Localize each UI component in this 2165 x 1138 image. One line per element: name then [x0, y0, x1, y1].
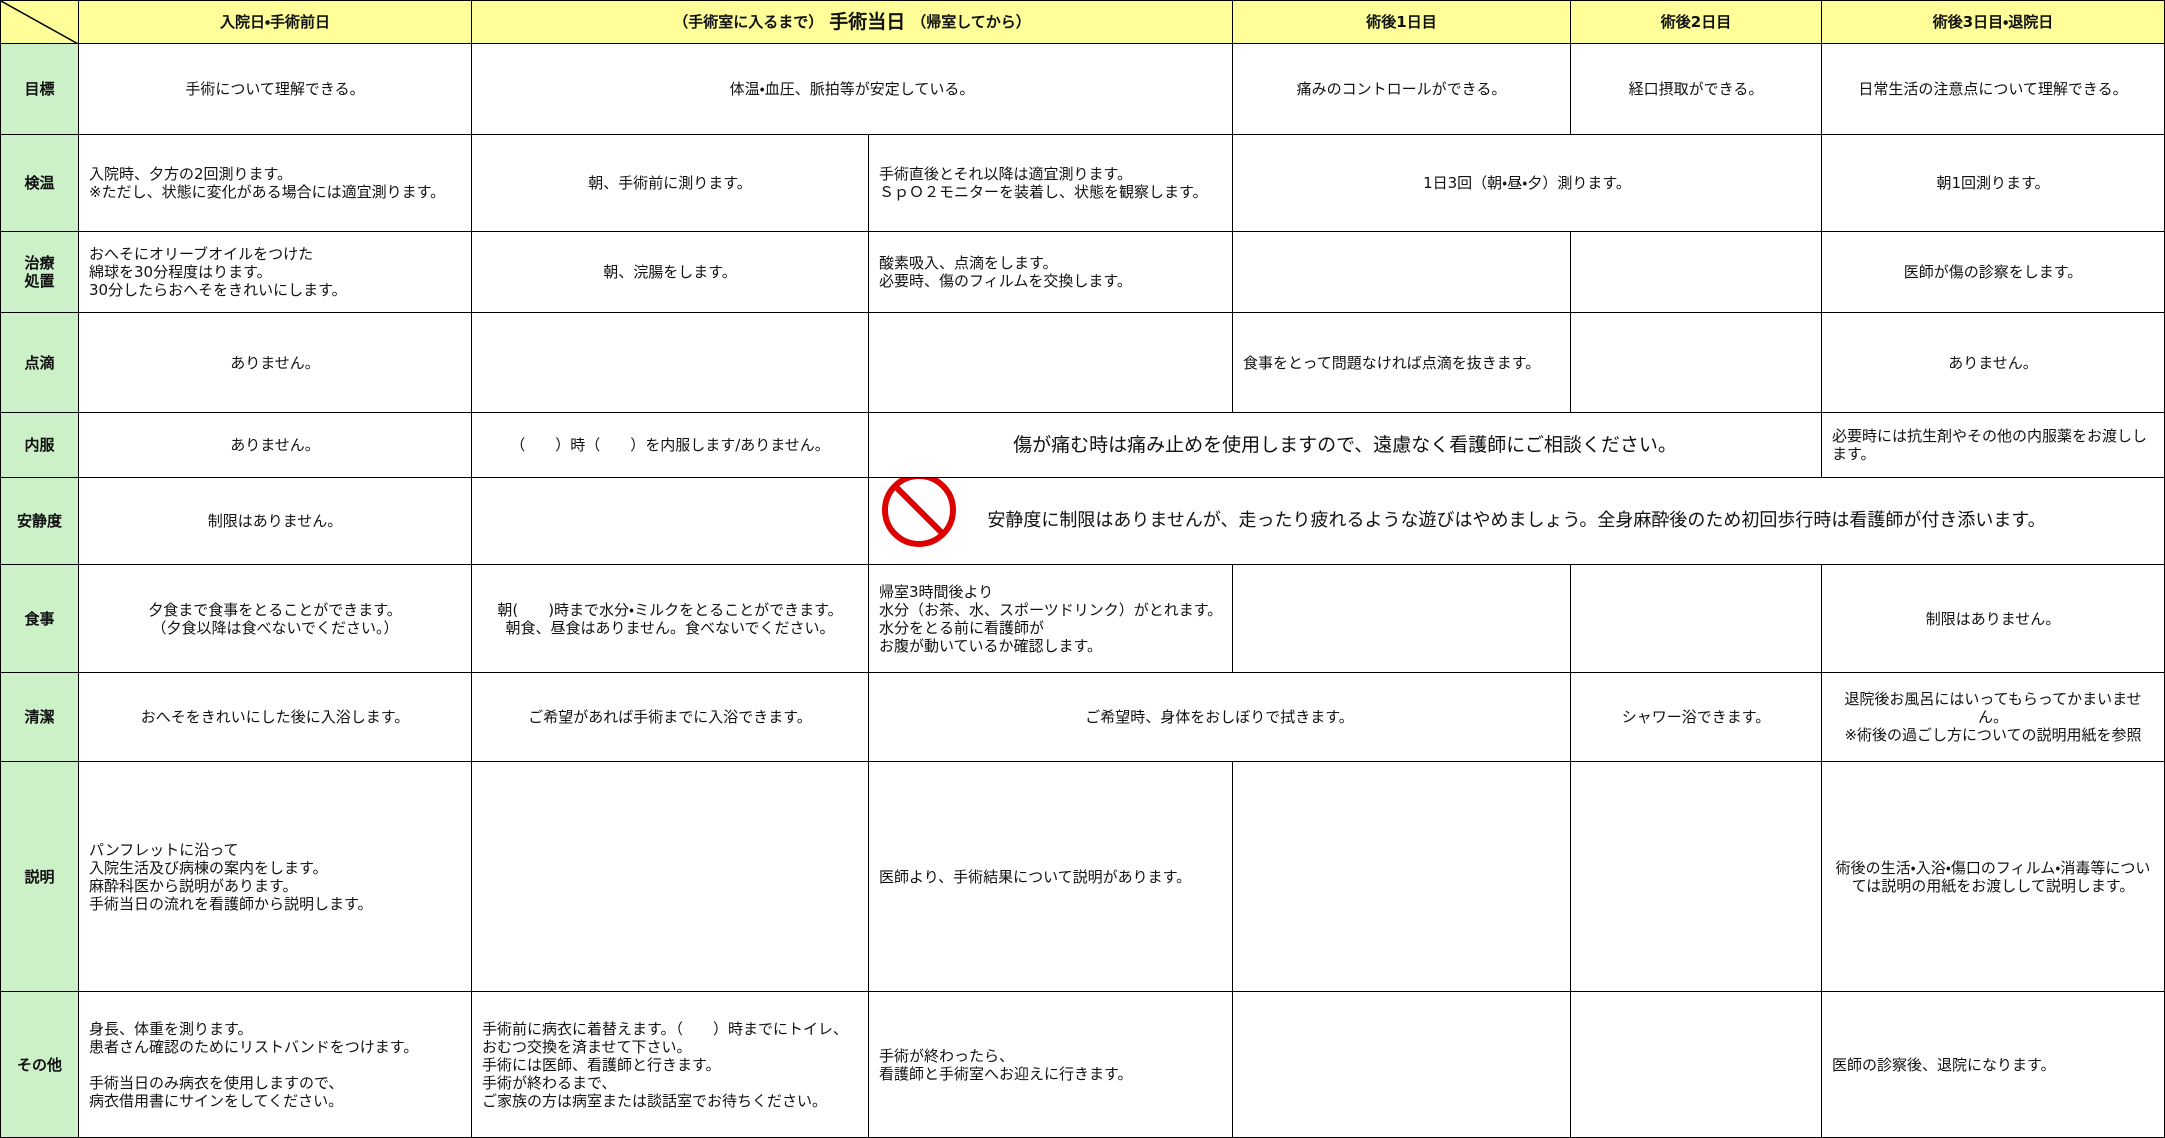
header-cell: （手術室に入るまで） 手術当日 （帰室してから）: [472, 0, 1233, 44]
empty-cell: [1233, 762, 1571, 992]
row-label: 安静度: [0, 478, 79, 565]
cell-text: 身長、体重を測ります。 患者さん確認のためにリストバンドをつけます。 手術当日の…: [79, 992, 472, 1138]
empty-cell: [1233, 565, 1571, 673]
cell-text: おへそにオリーブオイルをつけた 綿球を30分程度はります。 30分したらおへそを…: [79, 232, 472, 313]
cell-text: ありません。: [79, 313, 472, 413]
empty-cell: [1571, 313, 1822, 413]
cell-text: ご希望時、身体をおしぼりで拭きます。: [869, 673, 1571, 762]
cell-text: 経口摂取ができる。: [1571, 44, 1822, 135]
header-cell: 入院日・手術前日: [79, 0, 472, 44]
empty-cell: [1233, 992, 1571, 1138]
cell-text: 医師の診察後、退院になります。: [1822, 992, 2165, 1138]
cell-text: 朝、手術前に測ります。: [472, 135, 869, 232]
cell-text: ありません。: [79, 413, 472, 478]
cell-text: （ ）時（ ）を内服します/ありません。: [472, 413, 869, 478]
header-cell: 術後2日目: [1571, 0, 1822, 44]
cell-text: 痛みのコントロールができる。: [1233, 44, 1571, 135]
empty-cell: [472, 478, 869, 565]
cell-text: 術後の生活・入浴・傷口のフィルム・消毒等については説明の用紙をお渡しして説明しま…: [1822, 762, 2165, 992]
cell-text: 必要時には抗生剤やその他の内服薬をお渡しします。: [1822, 413, 2165, 478]
cell-text: おへそをきれいにした後に入浴します。: [79, 673, 472, 762]
cell-text: 手術直後とそれ以降は適宜測ります。 ＳｐＯ２モニターを装着し、状態を観察します。: [869, 135, 1233, 232]
cell-text: 安静度に制限はありませんが、走ったり疲れるような遊びはやめましょう。全身麻酔後の…: [869, 478, 2165, 565]
cell-text: 朝、浣腸をします。: [472, 232, 869, 313]
cell-text: 傷が痛む時は痛み止めを使用しますので、遠慮なく看護師にご相談ください。: [869, 413, 1822, 478]
header-cell: 術後3日目・退院日: [1822, 0, 2165, 44]
header-cell: 術後1日目: [1233, 0, 1571, 44]
no-running-icon: [882, 478, 956, 547]
row-label: 説明: [0, 762, 79, 992]
empty-cell: [1571, 232, 1822, 313]
cell-text: 体温・血圧、脈拍等が安定している。: [472, 44, 1233, 135]
cell-text: 酸素吸入、点滴をします。 必要時、傷のフィルムを交換します。: [869, 232, 1233, 313]
empty-cell: [472, 762, 869, 992]
cell-text: 食事をとって問題なければ点滴を抜きます。: [1233, 313, 1571, 413]
cell-text: 制限はありません。: [79, 478, 472, 565]
cell-text: ご希望があれば手術までに入浴できます。: [472, 673, 869, 762]
cell-text: 夕食まで食事をとることができます。 （夕食以降は食べないでください。）: [79, 565, 472, 673]
row-label: その他: [0, 992, 79, 1138]
empty-cell: [1571, 992, 1822, 1138]
empty-cell: [472, 313, 869, 413]
cell-text: シャワー浴できます。: [1571, 673, 1822, 762]
cell-text: 制限はありません。: [1822, 565, 2165, 673]
cell-text: 朝( )時まで水分・ミルクをとることができます。 朝食、昼食はありません。食べな…: [472, 565, 869, 673]
cell-text: ありません。: [1822, 313, 2165, 413]
cell-text: 1日3回（朝・昼・夕）測ります。: [1233, 135, 1822, 232]
cell-text: 医師が傷の診察をします。: [1822, 232, 2165, 313]
cell-text: 退院後お風呂にはいってもらってかまいません。 ※術後の過ごし方についての説明用紙…: [1822, 673, 2165, 762]
cell-text: 帰室3時間後より 水分（お茶、水、スポーツドリンク）がとれます。 水分をとる前に…: [869, 565, 1233, 673]
row-label: 清潔: [0, 673, 79, 762]
corner-cell: [0, 0, 79, 44]
header-prefix: （手術室に入るまで）: [673, 13, 824, 31]
empty-cell: [1571, 762, 1822, 992]
row-label: 目標: [0, 44, 79, 135]
diagonal: [1, 1, 78, 43]
row-label: 点滴: [0, 313, 79, 413]
cell-text: 朝1回測ります。: [1822, 135, 2165, 232]
cell-text: 手術前に病衣に着替えます。（ ）時までにトイレ、おむつ交換を済ませて下さい。 手…: [472, 992, 869, 1138]
cell-text: 入院時、夕方の2回測ります。 ※ただし、状態に変化がある場合には適宜測ります。: [79, 135, 472, 232]
header-suffix: （帰室してから）: [911, 13, 1031, 31]
empty-cell: [1571, 565, 1822, 673]
row-label: 検温: [0, 135, 79, 232]
cell-text: 日常生活の注意点について理解できる。: [1822, 44, 2165, 135]
row-label: 食事: [0, 565, 79, 673]
row-label: 治療 処置: [0, 232, 79, 313]
empty-cell: [1233, 232, 1571, 313]
cell-text: 手術について理解できる。: [79, 44, 472, 135]
cell-text: 手術が終わったら、 看護師と手術室へお迎えに行きます。: [869, 992, 1233, 1138]
cell-text: パンフレットに沿って 入院生活及び病棟の案内をします。 麻酔科医から説明がありま…: [79, 762, 472, 992]
row-label: 内服: [0, 413, 79, 478]
empty-cell: [869, 313, 1233, 413]
header-main: 手術当日: [829, 10, 906, 33]
cell-text: 医師より、手術結果について説明があります。: [869, 762, 1233, 992]
